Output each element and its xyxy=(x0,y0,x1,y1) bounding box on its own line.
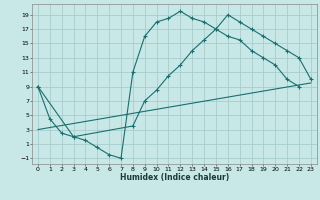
X-axis label: Humidex (Indice chaleur): Humidex (Indice chaleur) xyxy=(120,173,229,182)
